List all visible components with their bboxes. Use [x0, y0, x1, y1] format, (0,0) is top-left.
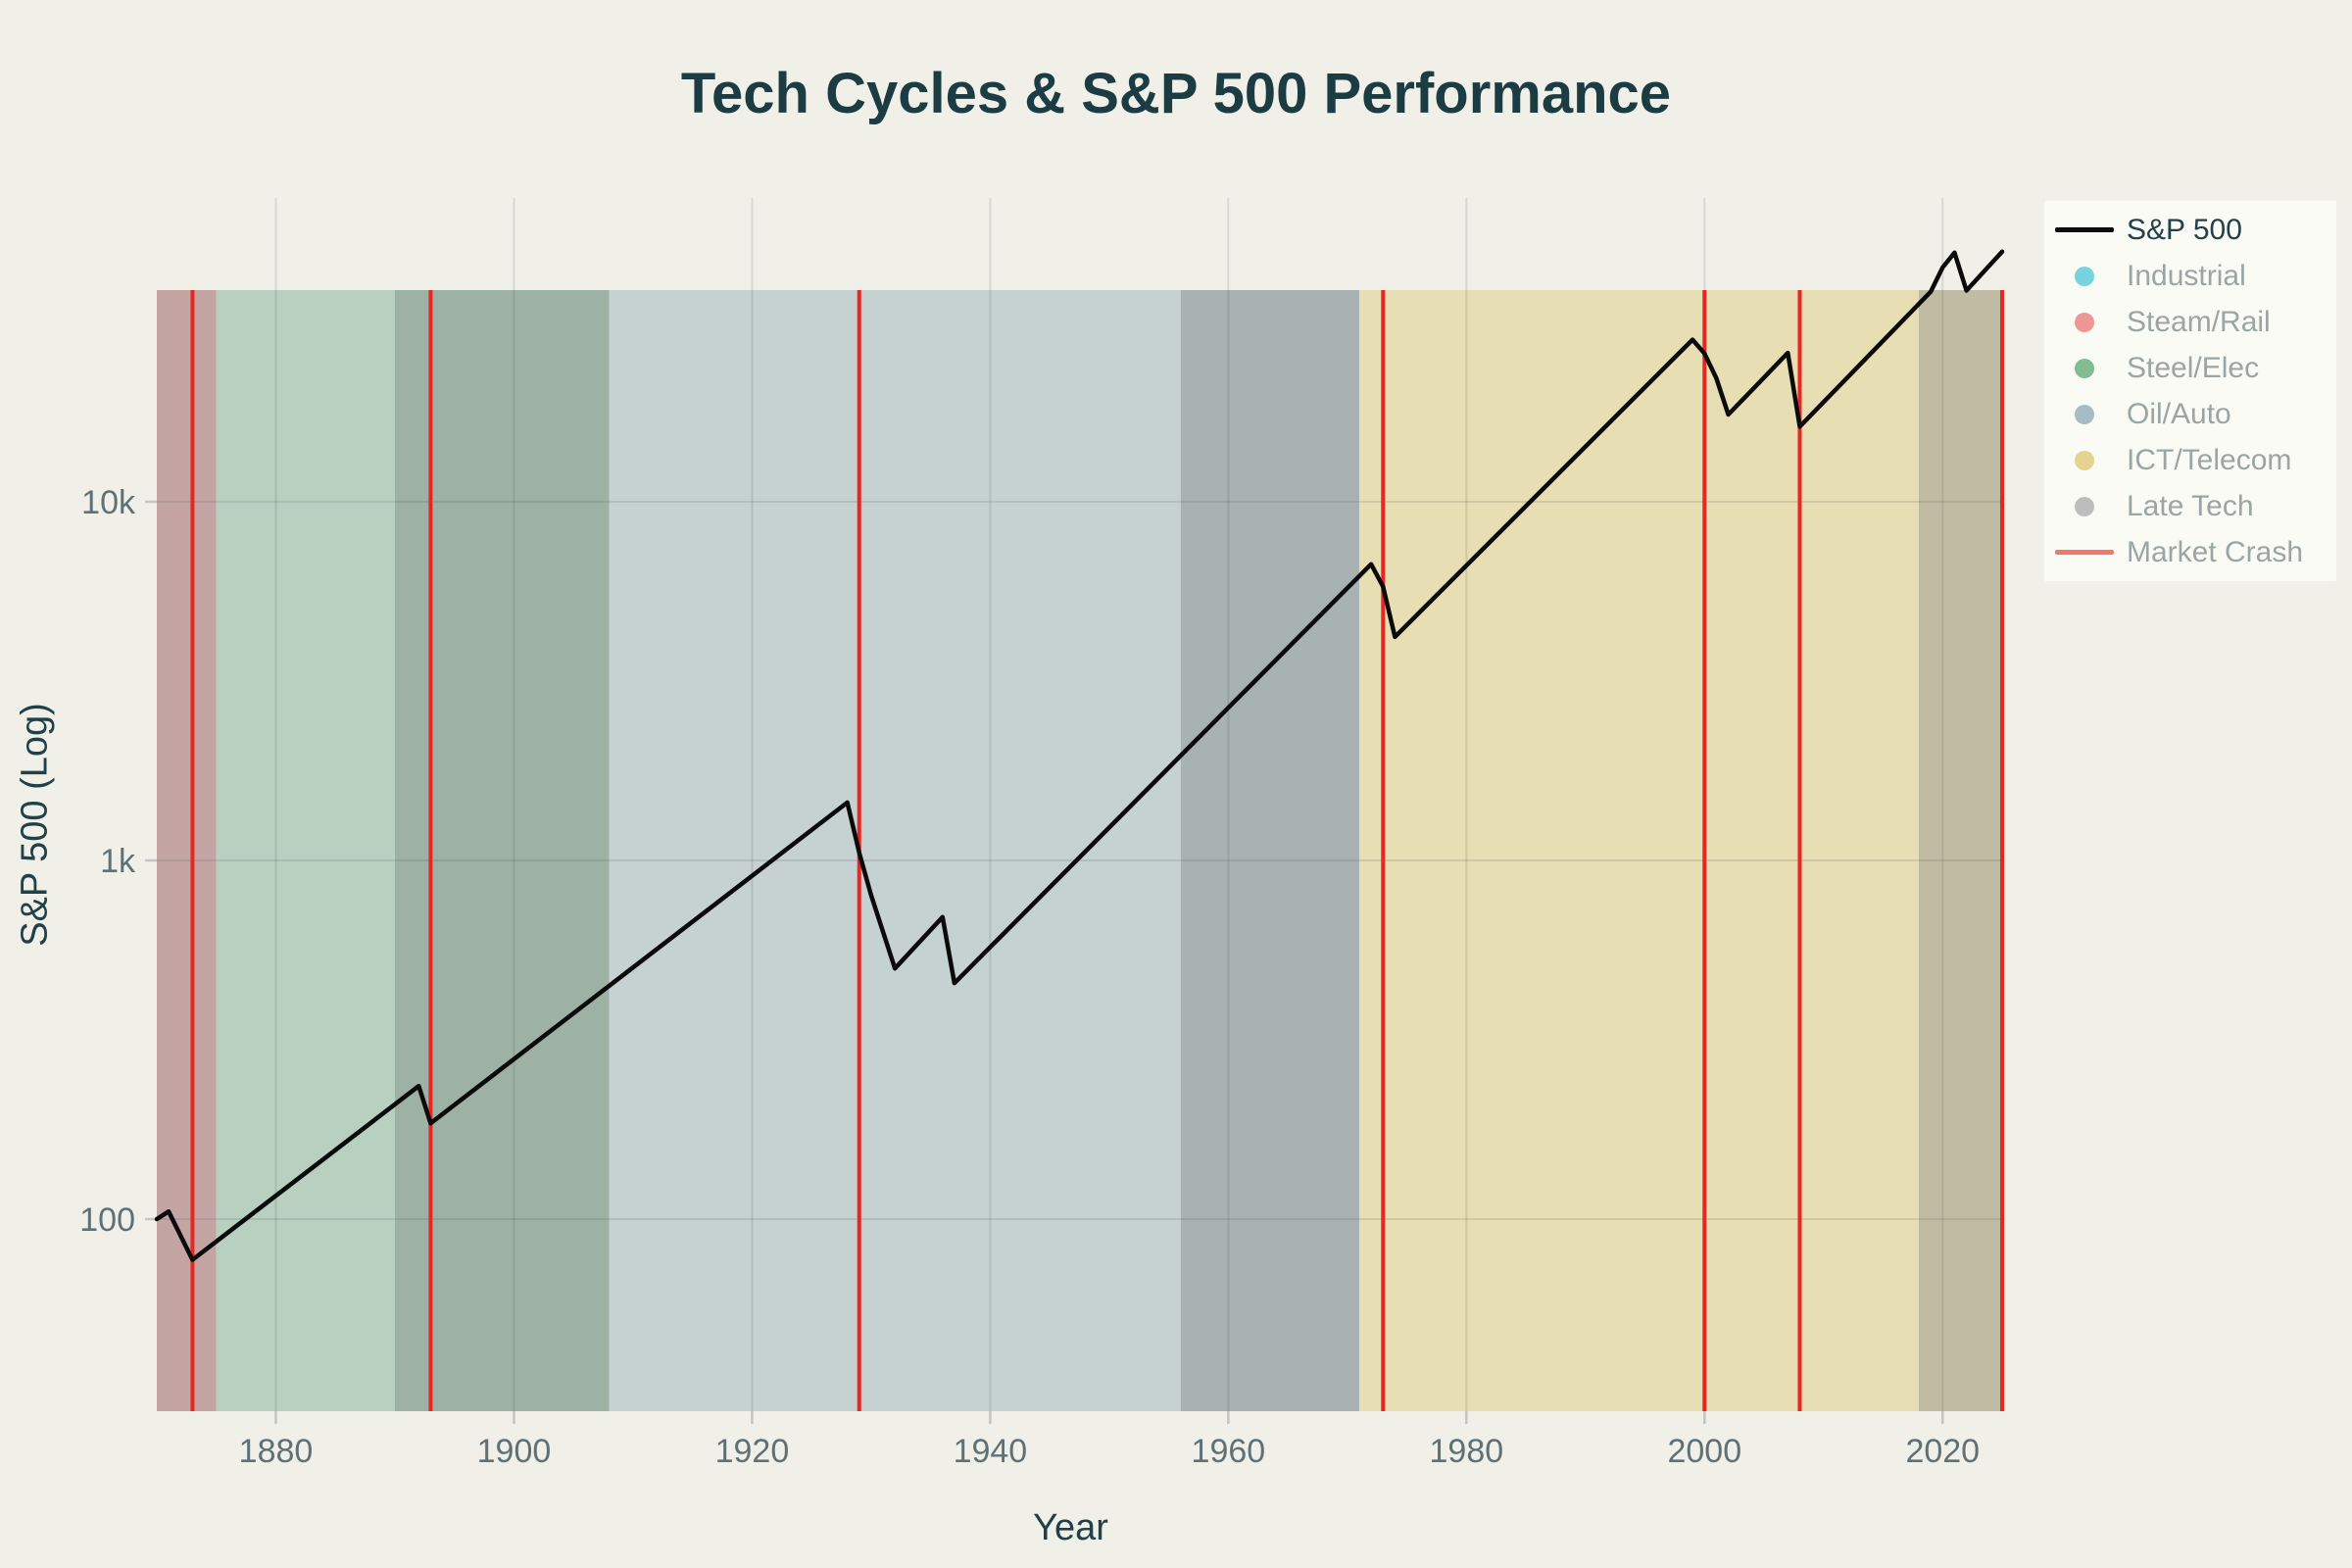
x-axis-title: Year	[1033, 1507, 1108, 1548]
oil-auto-dot-icon	[2075, 404, 2094, 424]
band-oil-auto-late-phase	[1180, 290, 1359, 1411]
legend-dot-swatch-ict-telecom	[2054, 450, 2115, 470]
legend-item-steam-rail[interactable]: Steam/Rail	[2044, 299, 2336, 345]
legend-dot-swatch-steam-rail	[2054, 312, 2115, 332]
x-tick-label-1940: 1940	[954, 1433, 1028, 1470]
legend-dot-swatch-industrial	[2054, 266, 2115, 286]
band-steel-elec	[216, 290, 395, 1411]
x-tick-label-1880: 1880	[239, 1433, 314, 1470]
y-tick-label-100: 100	[79, 1201, 135, 1239]
s-p-500-line-icon	[2055, 227, 2114, 232]
band-steam-rail-late-phase	[157, 290, 217, 1411]
legend-item-oil-auto[interactable]: Oil/Auto	[2044, 391, 2336, 437]
steam-rail-dot-icon	[2075, 312, 2094, 332]
x-tick-label-2020: 2020	[1905, 1433, 1980, 1470]
late-tech-dot-icon	[2075, 496, 2094, 516]
band-ict-telecom	[1358, 290, 1919, 1411]
band-ict-telecom-late-phase	[1918, 290, 2002, 1411]
x-tick-label-1960: 1960	[1192, 1433, 1266, 1470]
legend-label-steel-elec: Steel/Elec	[2127, 351, 2260, 384]
legend-label-market-crash: Market Crash	[2127, 535, 2304, 568]
legend-dot-swatch-late-tech	[2054, 496, 2115, 516]
legend-line-swatch-market-crash	[2054, 550, 2115, 555]
band-oil-auto	[609, 290, 1181, 1411]
market-crash-line-icon	[2055, 550, 2114, 555]
legend: S&P 500 Industrial Steam/Rail Steel/Elec Oil…	[2043, 200, 2337, 582]
legend-line-swatch-s-p-500	[2054, 227, 2115, 232]
legend-label-oil-auto: Oil/Auto	[2127, 397, 2231, 430]
legend-dot-swatch-oil-auto	[2054, 404, 2115, 424]
band-steel-elec-late-phase	[394, 290, 610, 1411]
y-tick-label-10k: 10k	[81, 484, 136, 521]
x-tick-label-1900: 1900	[477, 1433, 552, 1470]
steel-elec-dot-icon	[2075, 358, 2094, 378]
industrial-dot-icon	[2075, 266, 2094, 286]
legend-label-industrial: Industrial	[2127, 259, 2246, 292]
ict-telecom-dot-icon	[2075, 450, 2094, 470]
x-tick-label-1980: 1980	[1430, 1433, 1504, 1470]
chart-title: Tech Cycles & S&P 500 Performance	[680, 62, 1672, 125]
legend-label-steam-rail: Steam/Rail	[2127, 305, 2271, 338]
y-tick-label-1k: 1k	[100, 843, 136, 880]
s-p-500-line	[154, 249, 2005, 1262]
legend-label-late-tech: Late Tech	[2127, 489, 2254, 522]
legend-item-industrial[interactable]: Industrial	[2044, 253, 2336, 299]
legend-item-market-crash[interactable]: Market Crash	[2044, 529, 2336, 575]
legend-dot-swatch-steel-elec	[2054, 358, 2115, 378]
legend-item-late-tech[interactable]: Late Tech	[2044, 483, 2336, 529]
legend-item-s-p-500[interactable]: S&P 500	[2044, 207, 2336, 253]
legend-item-steel-elec[interactable]: Steel/Elec	[2044, 345, 2336, 391]
x-tick-label-1920: 1920	[715, 1433, 790, 1470]
x-tick-label-2000: 2000	[1667, 1433, 1741, 1470]
y-axis-title: S&P 500 (Log)	[14, 703, 56, 947]
legend-item-ict-telecom[interactable]: ICT/Telecom	[2044, 437, 2336, 483]
legend-label-s-p-500: S&P 500	[2127, 213, 2242, 246]
legend-label-ict-telecom: ICT/Telecom	[2127, 443, 2292, 476]
